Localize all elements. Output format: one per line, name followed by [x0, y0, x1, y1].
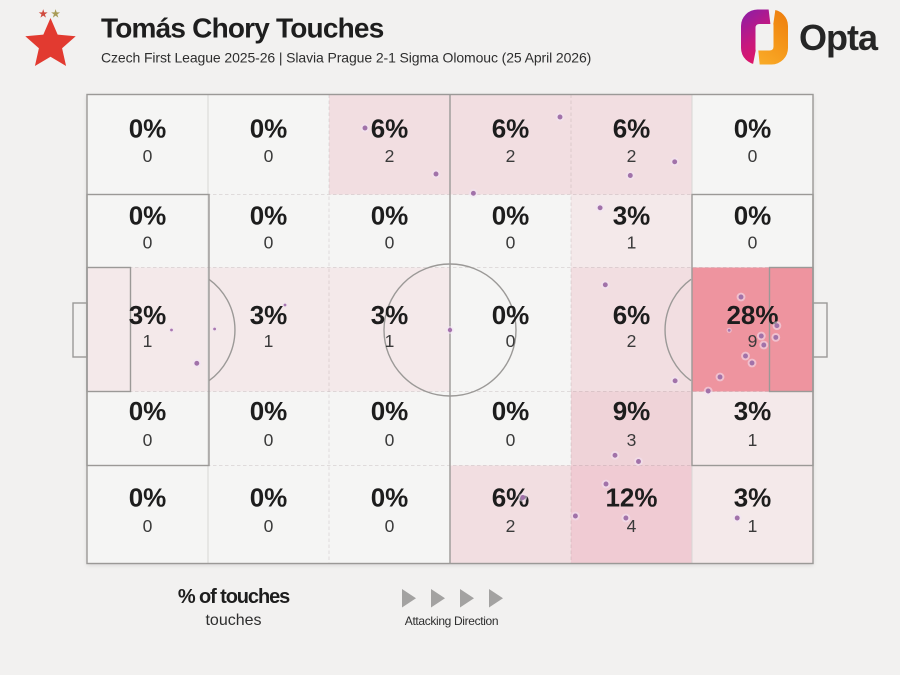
svg-text:2: 2 [385, 146, 395, 166]
svg-text:% of touches: % of touches [178, 586, 290, 608]
svg-text:0%: 0% [129, 396, 167, 426]
svg-text:Tomás Chory Touches: Tomás Chory Touches [101, 13, 384, 44]
svg-text:0%: 0% [250, 200, 288, 230]
svg-text:12%: 12% [605, 482, 657, 512]
svg-text:3: 3 [627, 430, 637, 450]
svg-text:6%: 6% [613, 300, 651, 330]
svg-text:2: 2 [506, 146, 516, 166]
svg-text:1: 1 [264, 331, 274, 351]
svg-text:0%: 0% [129, 200, 167, 230]
svg-text:0%: 0% [734, 113, 772, 143]
svg-text:0: 0 [748, 233, 758, 253]
svg-text:3%: 3% [129, 300, 167, 330]
svg-text:3%: 3% [734, 482, 772, 512]
svg-text:0: 0 [506, 430, 516, 450]
svg-text:0%: 0% [250, 396, 288, 426]
svg-text:0%: 0% [371, 482, 409, 512]
svg-text:0%: 0% [371, 200, 409, 230]
svg-text:0%: 0% [250, 113, 288, 143]
svg-text:1: 1 [627, 233, 637, 253]
svg-text:2: 2 [627, 331, 637, 351]
svg-text:6%: 6% [613, 113, 651, 143]
svg-text:0: 0 [506, 331, 516, 351]
svg-text:3%: 3% [250, 300, 288, 330]
svg-text:0: 0 [385, 430, 395, 450]
svg-text:4: 4 [627, 516, 637, 536]
svg-text:0%: 0% [129, 482, 167, 512]
svg-text:1: 1 [143, 331, 153, 351]
svg-text:Opta: Opta [799, 17, 879, 58]
svg-text:28%: 28% [726, 300, 778, 330]
svg-text:0: 0 [264, 516, 274, 536]
svg-text:2: 2 [506, 516, 516, 536]
svg-text:0: 0 [143, 233, 153, 253]
svg-text:2: 2 [627, 146, 637, 166]
svg-text:0: 0 [264, 430, 274, 450]
svg-text:0: 0 [143, 146, 153, 166]
svg-text:0%: 0% [371, 396, 409, 426]
svg-text:0: 0 [385, 516, 395, 536]
svg-text:0: 0 [506, 233, 516, 253]
svg-text:0%: 0% [492, 300, 530, 330]
svg-text:0%: 0% [492, 396, 530, 426]
svg-text:0%: 0% [250, 482, 288, 512]
svg-text:3%: 3% [613, 200, 651, 230]
svg-text:1: 1 [748, 430, 758, 450]
svg-text:Attacking Direction: Attacking Direction [405, 614, 498, 628]
svg-text:0: 0 [748, 146, 758, 166]
svg-text:0: 0 [385, 233, 395, 253]
svg-text:3%: 3% [734, 396, 772, 426]
svg-text:6%: 6% [371, 113, 409, 143]
svg-text:1: 1 [385, 331, 395, 351]
svg-text:0: 0 [143, 430, 153, 450]
svg-text:9: 9 [748, 331, 758, 351]
svg-text:9%: 9% [613, 396, 651, 426]
svg-text:0: 0 [264, 146, 274, 166]
svg-text:0: 0 [264, 233, 274, 253]
svg-text:0%: 0% [129, 113, 167, 143]
svg-text:Czech First League 2025-26 | S: Czech First League 2025-26 | Slavia Prag… [101, 50, 591, 66]
svg-text:touches: touches [205, 612, 261, 629]
svg-text:0: 0 [143, 516, 153, 536]
svg-text:6%: 6% [492, 113, 530, 143]
svg-text:0%: 0% [734, 200, 772, 230]
svg-text:0%: 0% [492, 200, 530, 230]
svg-text:3%: 3% [371, 300, 409, 330]
svg-text:1: 1 [748, 516, 758, 536]
